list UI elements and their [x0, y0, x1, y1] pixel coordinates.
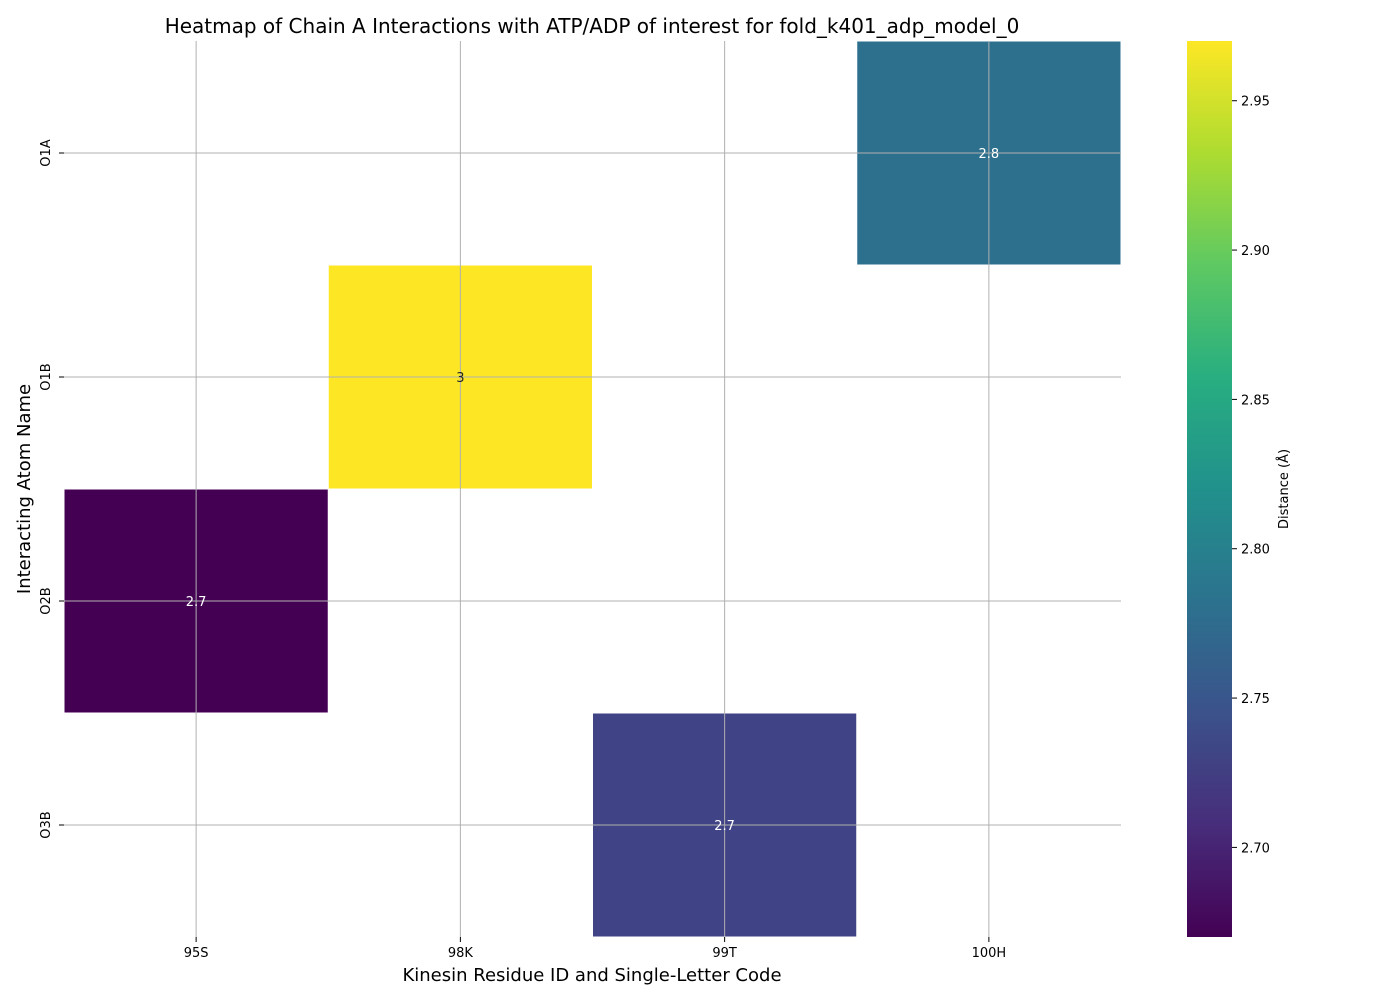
y-tick-label: O1B	[39, 363, 54, 390]
colorbar-tick-label: 2.70	[1241, 841, 1270, 856]
cell-value-label: 2.7	[714, 819, 735, 834]
y-axis-label: Interacting Atom Name	[14, 384, 35, 594]
colorbar-tick-label: 2.90	[1241, 244, 1270, 259]
y-tick-label: O2B	[39, 587, 54, 614]
colorbar-label: Distance (Å)	[1276, 449, 1292, 529]
colorbar	[1187, 41, 1232, 937]
colorbar-tick-label: 2.95	[1241, 95, 1270, 110]
colorbar-ticks: 2.70 2.75 2.80 2.85 2.90 2.95	[1232, 95, 1270, 856]
heatmap-cells	[64, 41, 1121, 937]
colorbar-tick-label: 2.85	[1241, 393, 1270, 408]
x-tick-label: 95S	[184, 946, 209, 961]
y-tick-label: O3B	[39, 811, 54, 838]
grid-lines	[64, 41, 1121, 937]
cell-value-label: 2.7	[186, 595, 207, 610]
x-axis-label: Kinesin Residue ID and Single-Letter Cod…	[402, 965, 781, 986]
y-axis-ticks: O1A O1B O2B O3B	[39, 139, 64, 839]
x-tick-label: 98K	[448, 946, 474, 961]
cell-value-label: 3	[456, 371, 464, 386]
x-tick-label: 100H	[972, 946, 1007, 961]
y-tick-label: O1A	[39, 139, 54, 167]
x-axis-ticks: 95S 98K 99T 100H	[184, 937, 1006, 961]
colorbar-tick-label: 2.80	[1241, 543, 1270, 558]
cell-labels: 2.8 3 2.7 2.7	[186, 147, 999, 834]
colorbar-tick-label: 2.75	[1241, 692, 1270, 707]
chart-title: Heatmap of Chain A Interactions with ATP…	[165, 14, 1020, 38]
cell-value-label: 2.8	[979, 147, 1000, 162]
x-tick-label: 99T	[712, 946, 737, 961]
